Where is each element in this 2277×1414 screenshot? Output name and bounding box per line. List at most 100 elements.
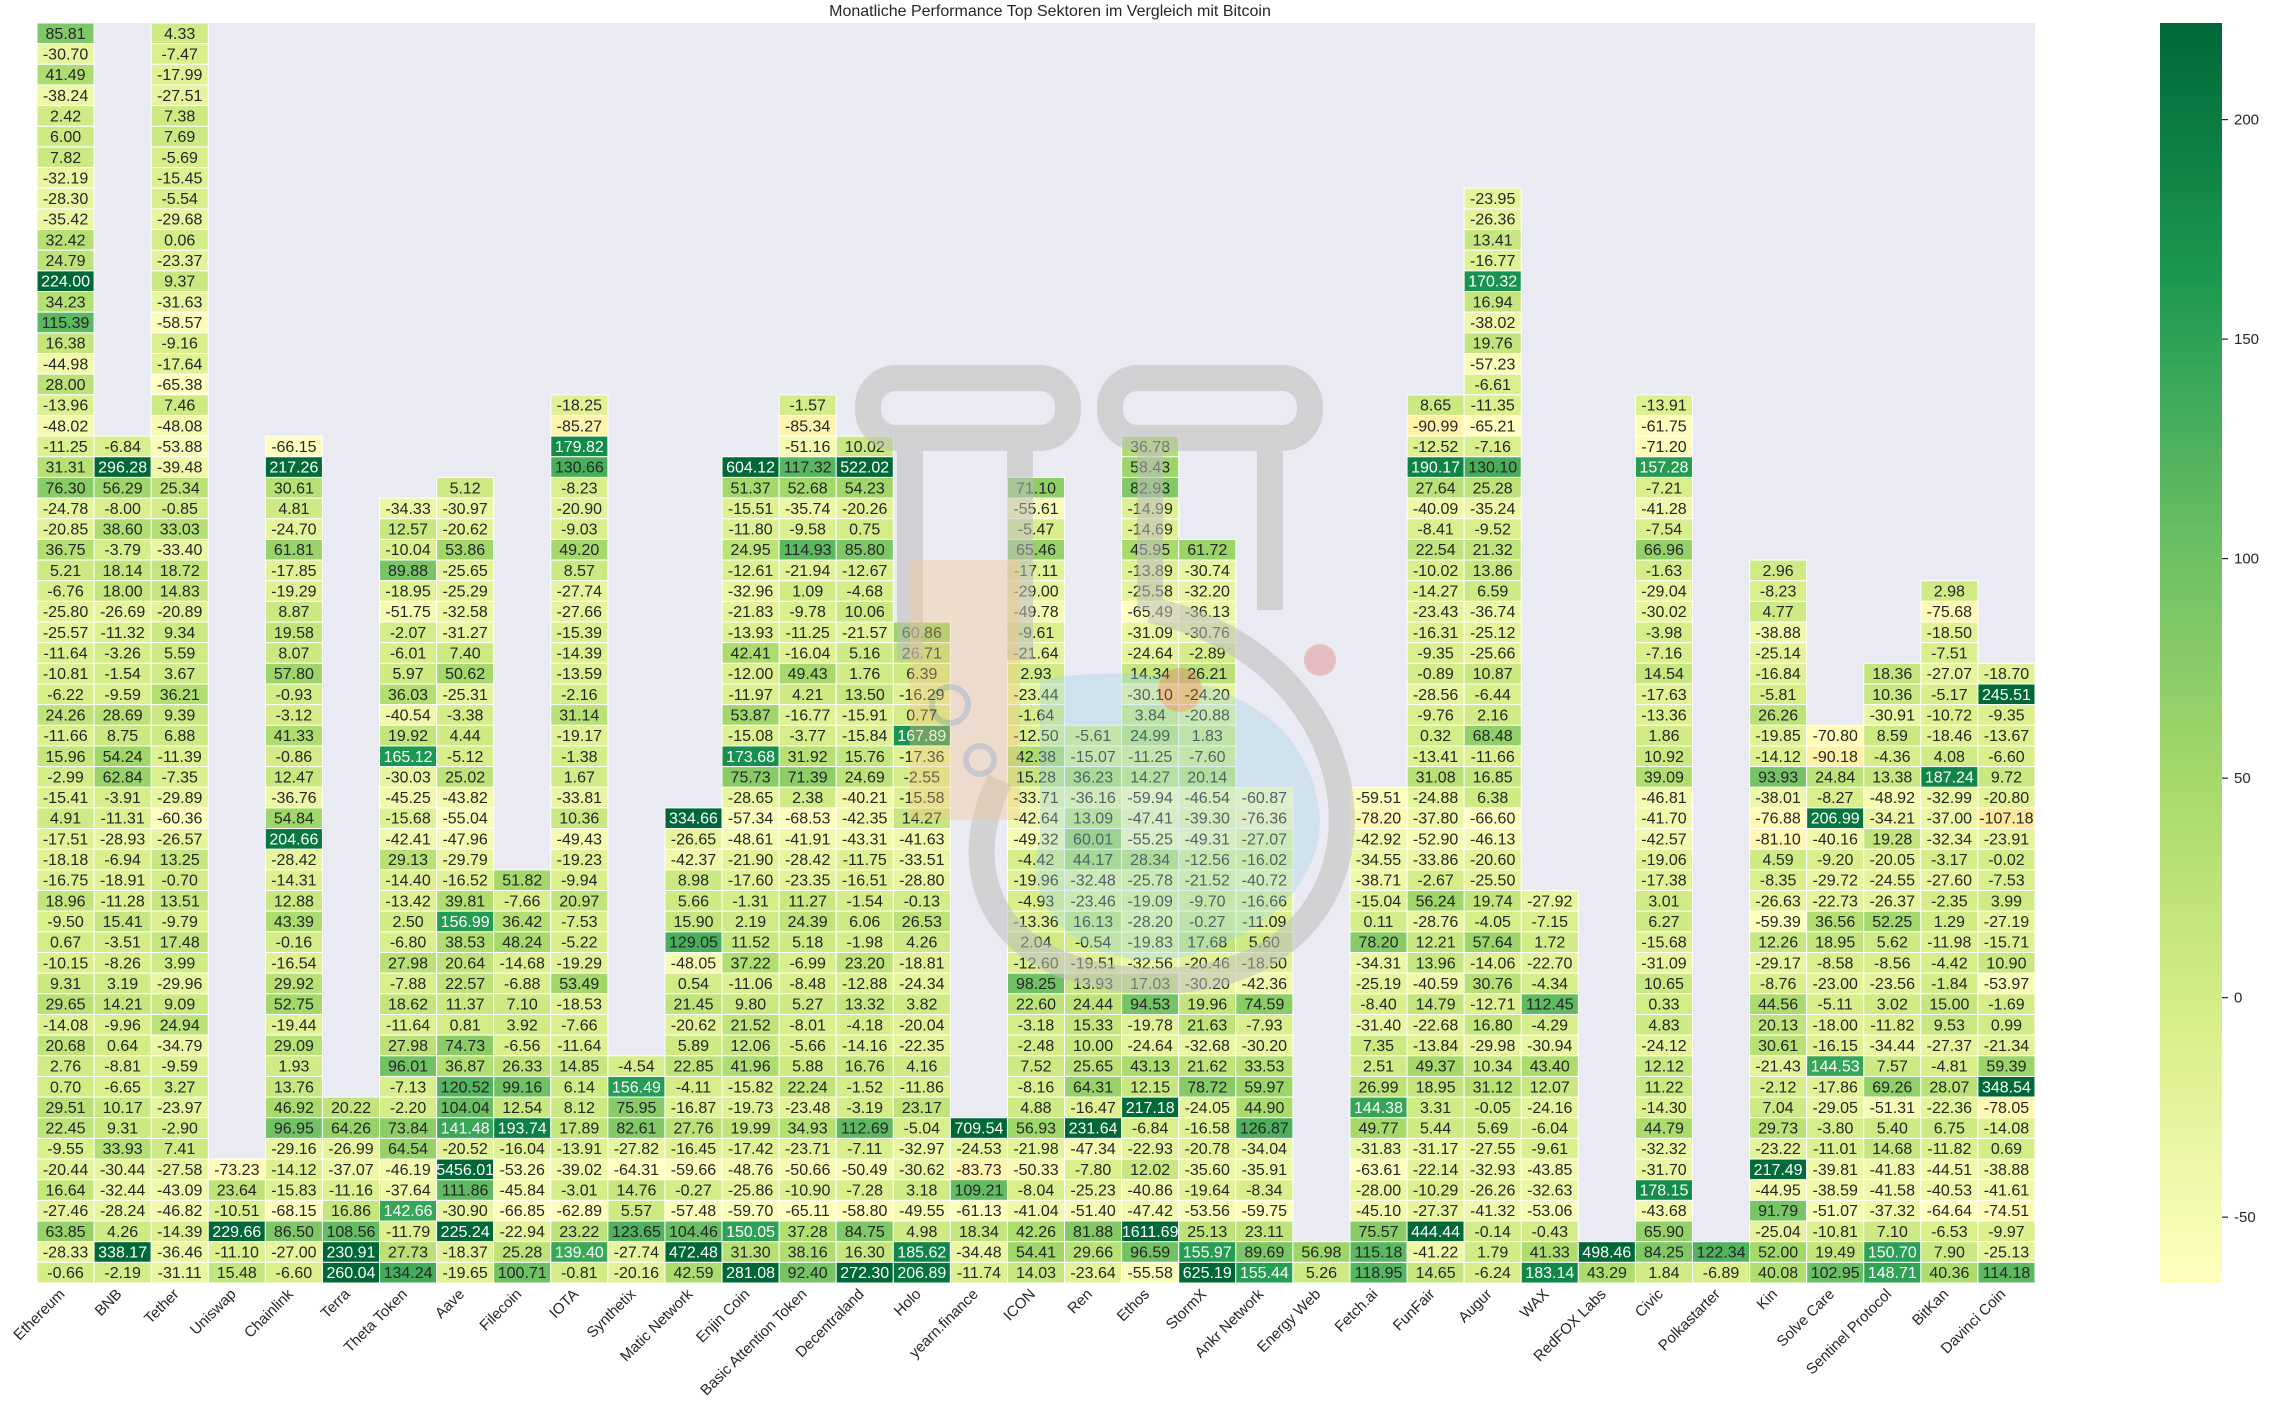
cell-value-label: -9.55 — [47, 1141, 84, 1158]
cell-value-label: -14.08 — [43, 1017, 88, 1034]
cell-value-label: -35.60 — [1185, 1162, 1230, 1179]
cell-value-label: -27.92 — [1527, 893, 1572, 910]
cell-value-label: -22.94 — [500, 1224, 545, 1241]
cell-value-label: 13.86 — [1473, 563, 1513, 580]
cell-value-label: 8.57 — [564, 563, 595, 580]
cell-value-label: -22.35 — [899, 1038, 944, 1055]
cell-value-label: 39.81 — [445, 893, 485, 910]
cell-value-label: -6.60 — [1988, 749, 2025, 766]
cell-value-label: -8.40 — [1360, 997, 1397, 1014]
cell-value-label: 73.84 — [388, 1121, 428, 1138]
cell-value-label: -46.19 — [385, 1162, 430, 1179]
cell-value-label: 334.66 — [669, 811, 718, 828]
cell-value-label: -22.70 — [1527, 955, 1572, 972]
cell-value-label: 13.76 — [274, 1079, 314, 1096]
cell-value-label: -74.51 — [1984, 1203, 2029, 1220]
cell-value-label: 10.17 — [103, 1100, 143, 1117]
cell-value-label: -15.07 — [1070, 749, 1115, 766]
cell-value-label: 4.83 — [1648, 1017, 1679, 1034]
cell-value-label: -0.93 — [276, 687, 313, 704]
cell-value-label: -7.54 — [1646, 522, 1683, 539]
cell-value-label: 36.21 — [160, 687, 200, 704]
cell-value-label: -68.15 — [271, 1203, 316, 1220]
cell-value-label: -28.30 — [43, 191, 88, 208]
cell-value-label: -20.04 — [899, 1017, 944, 1034]
cell-value-label: -43.68 — [1641, 1203, 1686, 1220]
cell-value-label: -4.36 — [1874, 749, 1911, 766]
cell-value-label: 86.50 — [274, 1224, 314, 1241]
cell-value-label: -40.21 — [842, 790, 887, 807]
cell-value-label: -31.09 — [1641, 955, 1686, 972]
cell-value-label: 22.60 — [1016, 997, 1056, 1014]
cell-value-label: -25.50 — [1470, 873, 1515, 890]
cell-value-label: 4.26 — [906, 935, 937, 952]
cell-value-label: 18.95 — [1416, 1079, 1456, 1096]
cell-value-label: 10.65 — [1644, 976, 1684, 993]
cell-value-label: -51.07 — [1813, 1203, 1858, 1220]
cell-value-label: -7.51 — [1931, 646, 1968, 663]
cell-value-label: 14.34 — [1130, 666, 1170, 683]
cell-value-label: 5.59 — [164, 646, 195, 663]
cell-value-label: 7.46 — [164, 398, 195, 415]
cell-value-label: -27.00 — [271, 1245, 316, 1262]
cell-value-label: 51.82 — [502, 873, 542, 890]
cell-value-label: -18.18 — [43, 852, 88, 869]
cell-value-label: -16.75 — [43, 873, 88, 890]
cell-value-label: -7.53 — [1988, 873, 2025, 890]
cell-value-label: 63.85 — [46, 1224, 86, 1241]
cell-value-label: -49.55 — [899, 1203, 944, 1220]
cell-value-label: -85.34 — [785, 418, 830, 435]
cell-value-label: 24.99 — [1130, 728, 1170, 745]
cell-value-label: 75.95 — [616, 1100, 656, 1117]
cell-value-label: 18.62 — [388, 997, 428, 1014]
cell-value-label: -3.80 — [1817, 1121, 1854, 1138]
cell-value-label: 9.34 — [164, 625, 195, 642]
cell-value-label: -24.20 — [1185, 687, 1230, 704]
cell-value-label: 74.73 — [445, 1038, 485, 1055]
cell-value-label: -8.23 — [1760, 584, 1797, 601]
cell-value-label: -26.63 — [1755, 893, 1800, 910]
cell-value-label: 16.94 — [1473, 294, 1513, 311]
cell-value-label: 9.72 — [1991, 769, 2022, 786]
cell-value-label: -6.22 — [47, 687, 84, 704]
cell-value-label: -9.59 — [161, 1059, 198, 1076]
x-tick-label: BNB — [92, 1286, 126, 1320]
cell-value-label: 34.23 — [46, 294, 86, 311]
cell-value-label: -59.66 — [671, 1162, 716, 1179]
cell-value-label: 2.76 — [50, 1059, 81, 1076]
cell-value-label: 92.40 — [788, 1265, 828, 1282]
cell-value-label: 15.41 — [103, 914, 143, 931]
cell-value-label: -38.71 — [1356, 873, 1401, 890]
cell-value-label: -59.94 — [1127, 790, 1172, 807]
cell-value-label: -18.50 — [1927, 625, 1972, 642]
cell-value-label: -29.68 — [157, 212, 202, 229]
cell-value-label: -27.60 — [1927, 873, 1972, 890]
cell-value-label: 118.95 — [1355, 1265, 1403, 1282]
cell-value-label: -5.61 — [1075, 728, 1112, 745]
cell-value-label: 26.71 — [902, 646, 942, 663]
cell-value-label: 12.21 — [1416, 935, 1456, 952]
cell-value-label: -0.85 — [161, 501, 198, 518]
cell-value-label: 217.26 — [269, 460, 318, 477]
cell-value-label: -38.02 — [1470, 315, 1515, 332]
cell-value-label: -7.53 — [561, 914, 598, 931]
cell-value-label: -8.35 — [1760, 873, 1797, 890]
cell-value-label: -12.71 — [1470, 997, 1515, 1014]
cell-value-label: 148.71 — [1868, 1265, 1917, 1282]
cell-value-label: -107.18 — [1979, 811, 2033, 828]
cell-value-label: 0.70 — [50, 1079, 81, 1096]
colorbar-tick-label: 150 — [2234, 331, 2259, 348]
cell-value-label: -24.64 — [1127, 1038, 1172, 1055]
cell-value-label: 14.27 — [902, 811, 942, 828]
cell-value-label: -16.51 — [842, 873, 887, 890]
cell-value-label: 23.20 — [845, 955, 885, 972]
cell-value-label: 93.93 — [1758, 769, 1798, 786]
cell-value-label: -19.29 — [557, 955, 602, 972]
cell-value-label: 15.48 — [217, 1265, 257, 1282]
cell-value-label: -28.00 — [1356, 1183, 1401, 1200]
cell-value-label: -28.24 — [100, 1203, 145, 1220]
cell-value-label: 85.81 — [46, 26, 86, 43]
cell-value-label: -37.64 — [385, 1183, 430, 1200]
cell-value-label: -42.64 — [1013, 811, 1058, 828]
cell-value-label: 472.48 — [669, 1245, 718, 1262]
